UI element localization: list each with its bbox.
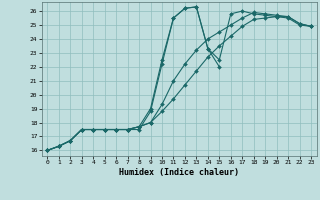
X-axis label: Humidex (Indice chaleur): Humidex (Indice chaleur) (119, 168, 239, 177)
